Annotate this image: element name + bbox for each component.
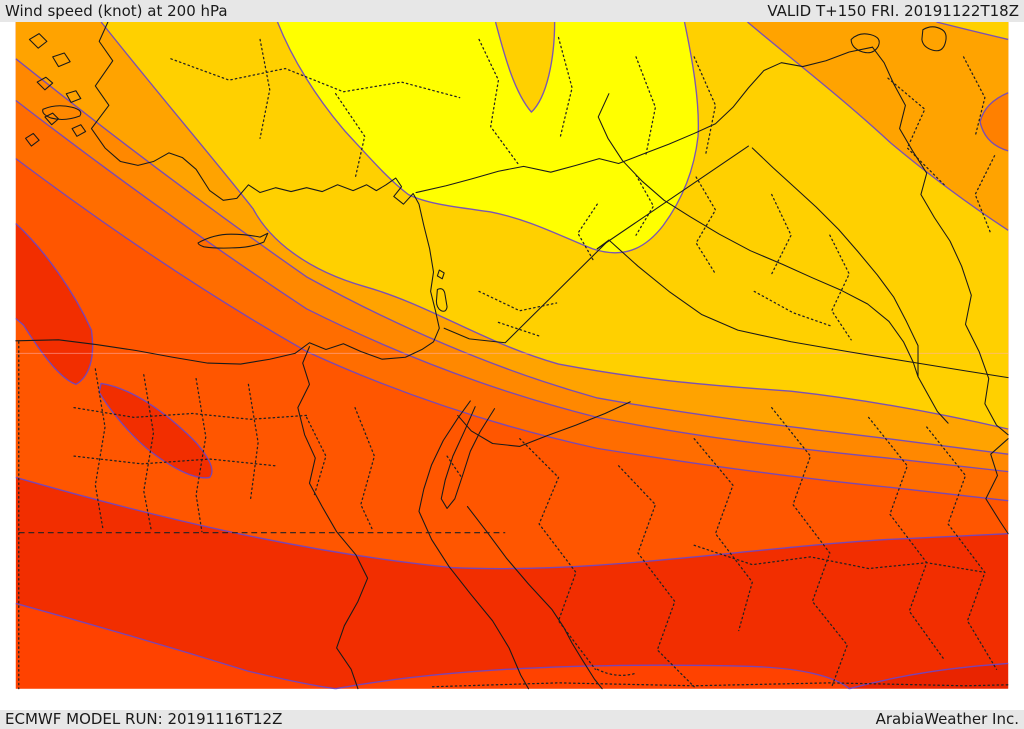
aegean-islands xyxy=(25,33,87,147)
gulf-of-suez-red-sea-west-coast xyxy=(418,400,530,690)
lake-van xyxy=(850,33,880,54)
cyprus-island xyxy=(197,232,269,249)
nile-river xyxy=(297,346,369,690)
turkey-southern-borders xyxy=(415,46,874,194)
gulf-coast xyxy=(985,438,1009,535)
map-title: Wind speed (knot) at 200 hPa xyxy=(5,1,228,20)
red-sea-east-coast xyxy=(466,505,603,690)
dead-sea xyxy=(435,288,448,312)
admin-boundaries xyxy=(18,36,1009,690)
syria-iraq-border xyxy=(596,145,749,250)
sea-of-galilee xyxy=(436,269,445,280)
map-canvas xyxy=(15,22,1009,690)
attribution-label: ArabiaWeather Inc. xyxy=(875,710,1019,728)
jordan-saudi-border xyxy=(443,239,1009,379)
wind-speed-map xyxy=(0,22,1024,710)
mediterranean-coastline xyxy=(15,22,440,365)
wind-speed-bands xyxy=(15,22,1009,689)
sinai-east-coast xyxy=(440,406,496,509)
valid-time-label: VALID T+150 FRI. 20191122T18Z xyxy=(767,1,1019,20)
iran-iraq-border xyxy=(871,46,1009,436)
model-run-label: ECMWF MODEL RUN: 20191116T12Z xyxy=(5,710,283,728)
tigris-river xyxy=(751,147,949,424)
isotach-contours xyxy=(15,22,1009,690)
lake-urmia xyxy=(921,26,947,52)
euphrates-river xyxy=(597,93,919,378)
coastlines-and-borders xyxy=(15,22,1009,690)
footer-bar: ECMWF MODEL RUN: 20191116T12Z ArabiaWeat… xyxy=(0,710,1024,729)
saudi-jordan-south-border xyxy=(457,401,631,447)
header-bar: Wind speed (knot) at 200 hPa VALID T+150… xyxy=(0,0,1024,22)
